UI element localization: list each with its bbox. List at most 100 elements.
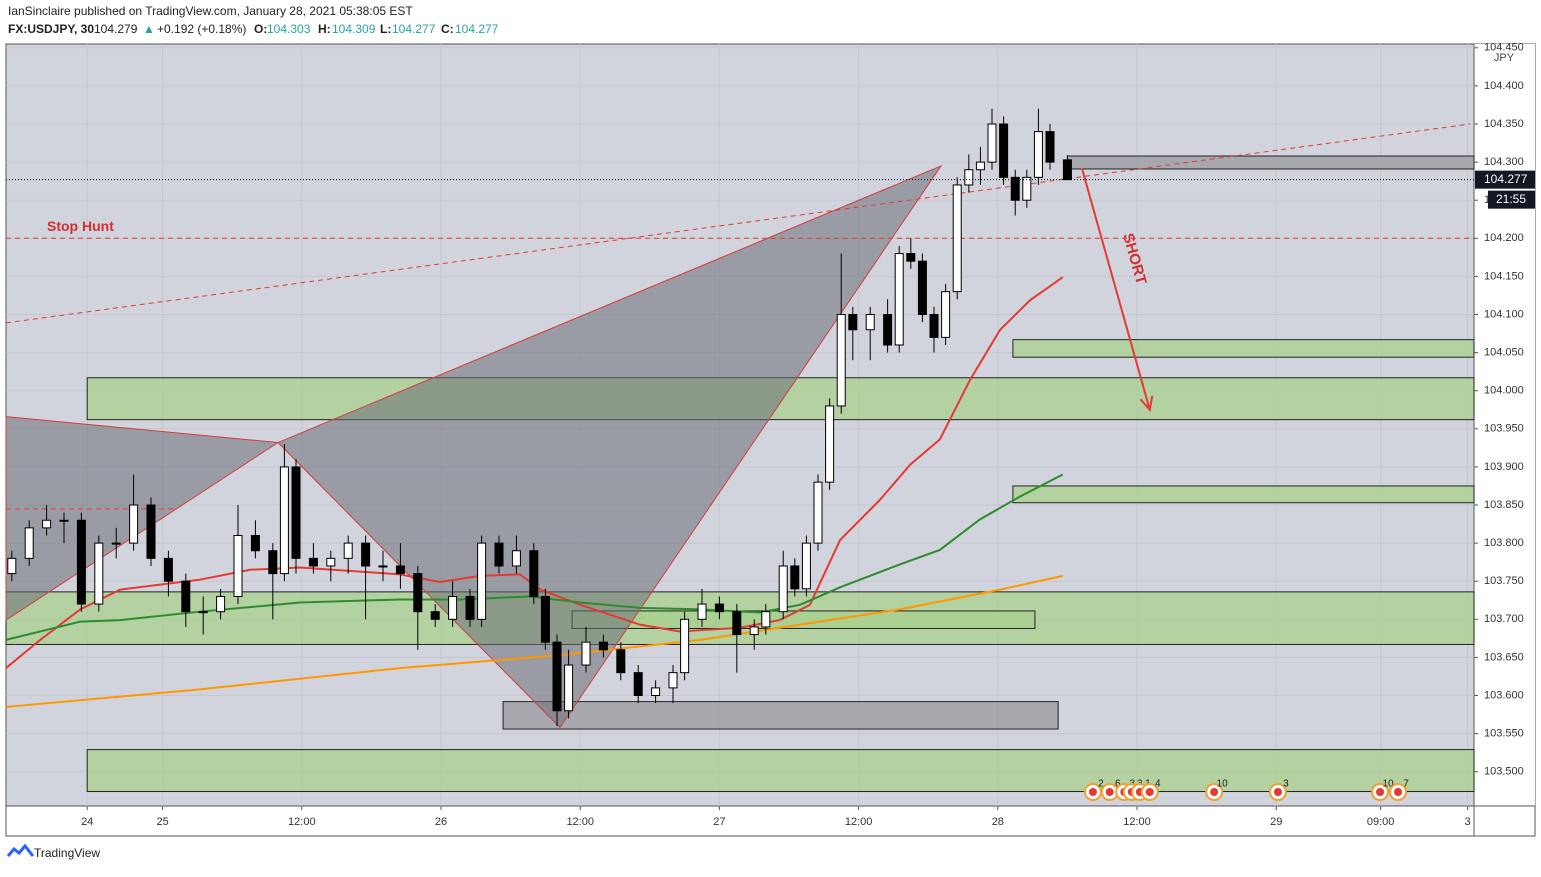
x-tick-label: 3 [1465,816,1471,828]
event-count: 10 [1382,779,1394,790]
change: +0.192 (+0.18%) [157,22,246,36]
y-tick-label: 103.950 [1484,423,1524,435]
y-tick-label: 103.850 [1484,499,1524,511]
event-count: 6 [1115,779,1121,790]
moving-average [5,276,1064,669]
timer: 21:55 [1496,192,1526,206]
candle-body [987,123,997,163]
candle-body [511,550,521,567]
candle-body [111,542,121,545]
candle-body [1062,159,1072,181]
x-tick-label: 12:00 [1123,816,1151,828]
candle-body [216,595,226,613]
candle-body [552,641,562,712]
y-tick-label: 104.350 [1484,118,1524,130]
candle-body [749,626,759,636]
moving-average [5,574,1063,708]
x-tick-label: 12:00 [288,816,316,828]
harmonic-pattern [5,416,280,621]
l-value: 104.277 [392,22,436,36]
candle-body [129,504,139,544]
y-tick-label: 103.600 [1484,689,1524,701]
zone [86,749,1475,793]
candle-body [413,573,423,613]
l-label: L: [380,22,391,36]
legend: FX:USDJPY, 30 104.279 ▲ +0.192 (+0.18%) … [8,22,499,36]
zone [502,701,1059,730]
candle-body [697,603,707,620]
candle-body [633,672,643,697]
candle-body [598,641,608,651]
candle-body [529,550,539,597]
candle-body [76,519,86,605]
h-label: H: [318,22,331,36]
price-tag-bg [1475,170,1535,189]
candle-body [680,618,690,674]
y-tick-label: 104.150 [1484,270,1524,282]
x-tick-label: 27 [713,816,725,828]
price-tag: 104.277 [1484,172,1528,186]
y-tick-label: 104.050 [1484,347,1524,359]
y-tick-label: 103.500 [1484,766,1524,778]
candle-body [651,687,661,697]
event-count: 10 [1217,779,1229,790]
event-count: 4 [1155,779,1161,790]
brand: TradingView [34,846,100,860]
candle-body [477,542,487,620]
candle-body [865,314,875,331]
event-dot [1105,788,1114,796]
candle-body [59,519,69,522]
arrow: ▲ [143,22,155,36]
candle-body [732,611,742,636]
candle-body [999,123,1009,178]
currency: JPY [1494,52,1515,64]
candle-body [395,565,405,575]
candle-body [378,565,388,568]
plot: Stop HuntSHORT263314103107 [5,44,1475,806]
candle-body [778,565,788,613]
y-tick-label: 104.400 [1484,80,1524,92]
event-dot [1088,788,1097,796]
y-tick-label: 103.900 [1484,461,1524,473]
event-dot [1394,788,1403,796]
short-arrow [1080,167,1151,411]
y-tick-label: 103.800 [1484,537,1524,549]
candle-body [279,466,289,575]
logo [6,843,35,857]
event-dot [1210,788,1219,796]
candle-body [894,253,904,346]
candle-body [668,672,678,689]
candle-body [790,565,800,590]
candle-body [964,169,974,186]
candle-body [494,542,504,567]
stop-label: Stop Hunt [47,218,114,234]
candle-body [975,161,985,171]
candle-body [198,611,208,614]
y-tick-label: 104.450 [1484,42,1524,54]
candle-body [714,603,724,613]
candle-body [308,557,318,567]
candle-body [564,664,574,712]
candle-body [7,557,17,575]
candle-body [181,580,191,613]
candle-body [430,611,440,620]
x-tick-label: 12:00 [566,816,594,828]
arrow-head [1139,395,1154,412]
candle-body [825,405,835,483]
x-tick-label: 26 [435,816,447,828]
event-dot [1376,788,1385,796]
candle-body [448,595,458,620]
h-value: 104.309 [332,22,376,36]
candle-body [581,641,591,666]
zone [1012,339,1475,358]
timer-bg [1488,190,1535,209]
x-tick-label: 24 [81,816,93,828]
event-count: 3 [1283,779,1289,790]
candle-body [836,314,846,407]
candle-body [268,550,278,575]
candle-body [465,595,475,620]
candle-body [94,542,104,605]
candle-body [1010,176,1020,201]
